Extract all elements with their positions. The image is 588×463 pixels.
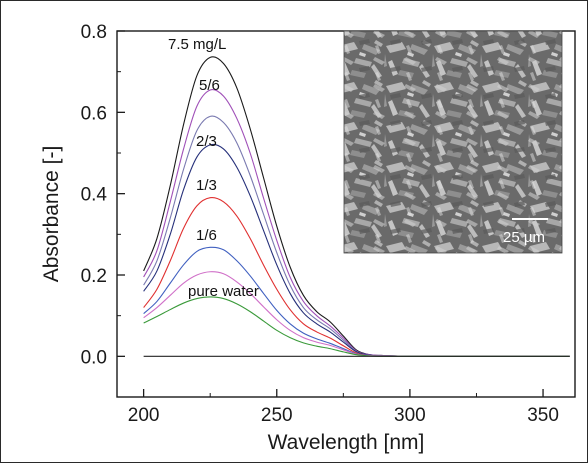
x-tick-label: 200 [128, 405, 160, 426]
series-line-1-3 [143, 246, 570, 357]
y-tick-label: 0.6 [81, 103, 107, 124]
curve-label-5-6: 5/6 [199, 77, 220, 94]
y-axis-ticks: 0.0 0.2 0.4 0.6 0.8 [81, 22, 125, 398]
x-tick-label: 250 [261, 405, 293, 426]
scale-bar-label: 25 µm [503, 229, 545, 246]
y-axis-title: Absorbance [-] [40, 146, 63, 283]
y-tick-label: 0.0 [81, 347, 107, 368]
series-group [143, 56, 570, 357]
curve-label-1-3: 1/6 [196, 227, 217, 244]
x-axis-title: Wavelength [nm] [268, 431, 425, 454]
curve-label-1-6: pure water [188, 283, 259, 300]
y-tick-label: 0.4 [81, 185, 108, 206]
curve-label-7-5-mg-l: 7.5 mg/L [168, 36, 226, 53]
x-tick-label: 300 [394, 405, 426, 426]
y-tick-label: 0.8 [81, 22, 107, 43]
x-axis-ticks: 200 250 300 350 [128, 389, 559, 426]
y-tick-label: 0.2 [81, 266, 107, 287]
x-tick-label: 350 [527, 405, 559, 426]
sem-inset: 25 µm [343, 30, 563, 254]
curve-label-2-3: 2/3 [196, 133, 217, 150]
series-line-series-7 [143, 296, 570, 357]
curve-label-1-2: 1/3 [196, 177, 217, 194]
